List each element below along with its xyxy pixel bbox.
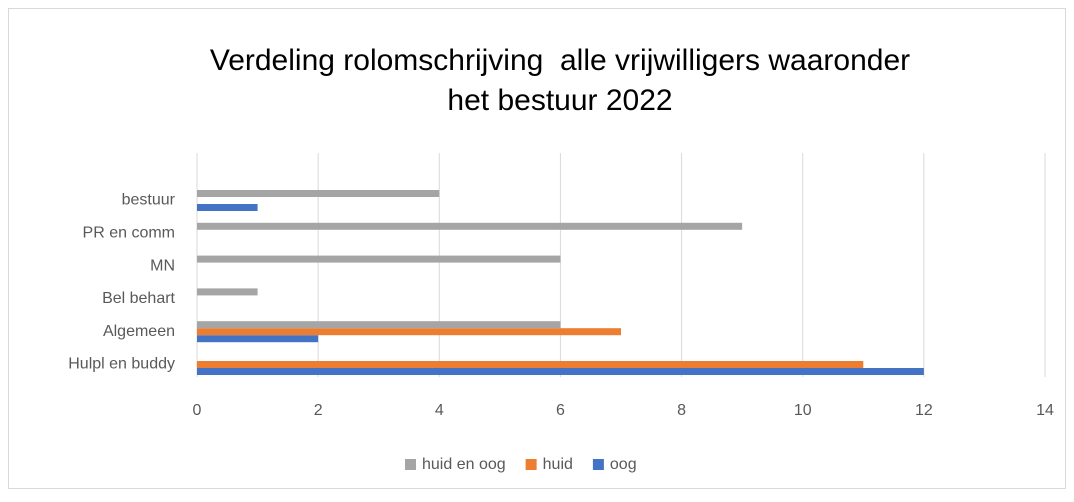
bar: [197, 328, 621, 336]
bar: [197, 368, 924, 375]
bar: [197, 288, 258, 296]
x-tick-label: 2: [314, 402, 323, 419]
x-tick-label: 6: [556, 402, 565, 419]
y-tick-label: Hulpl en buddy: [68, 356, 175, 373]
x-tick-label: 8: [677, 402, 686, 419]
legend-swatch: [405, 459, 416, 470]
bar: [197, 255, 561, 263]
x-tick-label: 14: [1036, 402, 1054, 419]
bar: [197, 204, 258, 211]
legend-label: huid: [543, 456, 573, 473]
legend-swatch: [525, 459, 537, 470]
legend-swatch: [592, 459, 604, 470]
legend-label: huid en oog: [422, 456, 506, 473]
y-tick-label: Algemeen: [103, 323, 175, 340]
y-tick-label: MN: [150, 257, 175, 274]
bar: [197, 321, 561, 329]
bar: [197, 361, 864, 368]
y-tick-label: PR en comm: [83, 225, 175, 242]
bar: [197, 222, 743, 230]
chart-border: [8, 8, 1066, 489]
bar: [197, 190, 440, 197]
chart-title: Verdeling rolomschrijving alle vrijwilli…: [210, 44, 910, 77]
x-tick-label: 12: [915, 402, 933, 419]
bar: [197, 335, 319, 343]
y-tick-label: Bel behart: [102, 290, 175, 307]
x-tick-label: 0: [193, 402, 202, 419]
chart-title: het bestuur 2022: [447, 84, 672, 117]
y-tick-label: bestuur: [122, 192, 176, 209]
legend-label: oog: [610, 456, 637, 473]
x-tick-label: 10: [794, 402, 812, 419]
x-tick-label: 4: [435, 402, 444, 419]
